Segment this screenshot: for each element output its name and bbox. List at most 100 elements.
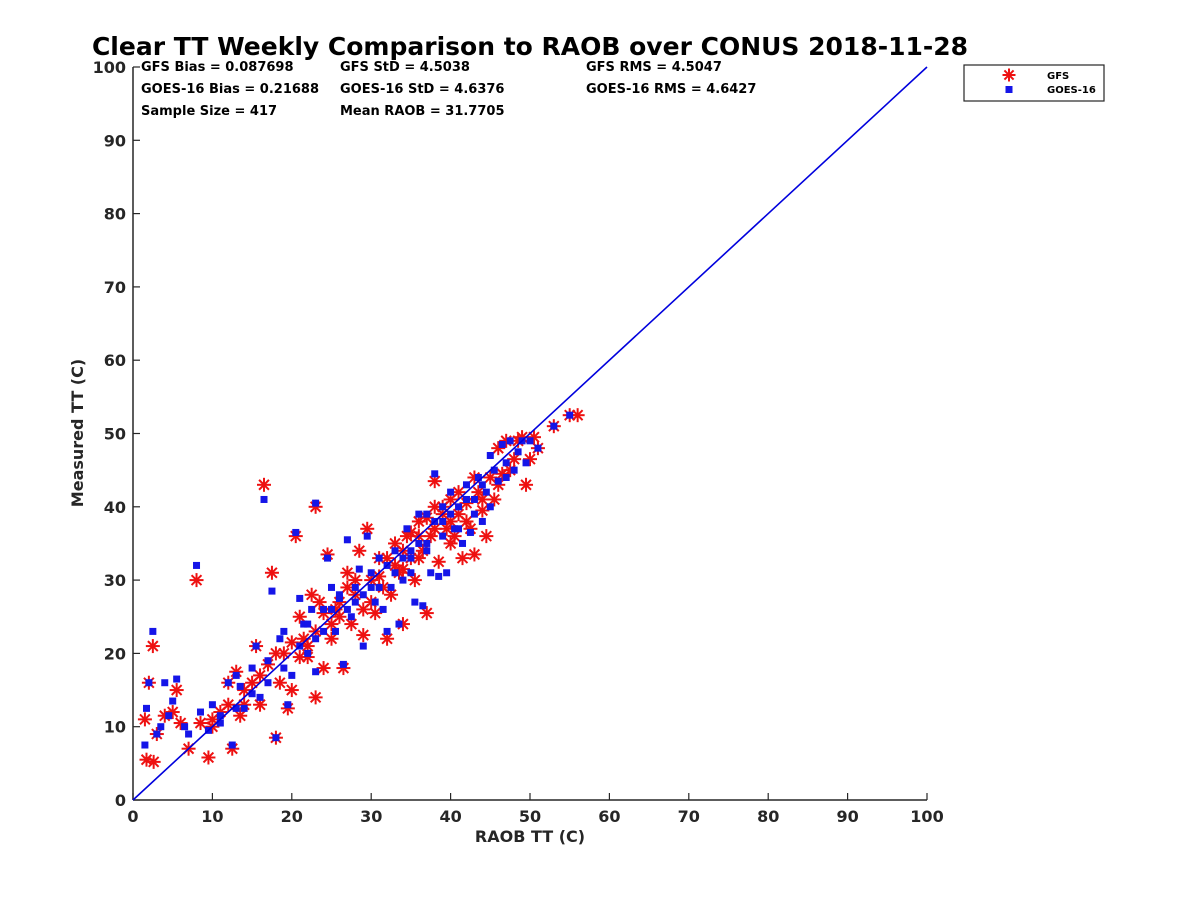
goes-16-point — [351, 583, 359, 591]
goes-16-point — [312, 499, 320, 507]
goes-16-point — [343, 605, 351, 613]
y-tick-label: 10 — [104, 718, 126, 737]
goes-16-point — [387, 583, 395, 591]
gfs-point — [201, 750, 216, 765]
chart-title: Clear TT Weekly Comparison to RAOB over … — [92, 32, 968, 61]
goes-16-point — [379, 605, 387, 613]
goes-16-point — [470, 510, 478, 518]
goes-16-point — [423, 547, 431, 555]
goes-16-point — [208, 701, 216, 709]
y-tick-label: 90 — [104, 131, 126, 150]
goes-16-point — [490, 466, 498, 474]
gfs-point — [407, 573, 422, 588]
goes-16-point — [383, 627, 391, 635]
goes-16-point — [142, 704, 150, 712]
goes-16-point — [280, 664, 288, 672]
gfs-point — [253, 697, 268, 712]
goes-16-point — [359, 642, 367, 650]
x-tick-label: 20 — [281, 807, 303, 826]
gfs-point — [233, 708, 248, 723]
sample-size-text: Sample Size = 417 — [141, 104, 277, 119]
gfs-point — [137, 712, 152, 727]
goes-16-point — [260, 495, 268, 503]
goes-16-point — [264, 679, 272, 687]
goes-16-point — [478, 517, 486, 525]
goes-16-point — [478, 481, 486, 489]
x-axis-ticks: 0 10 20 30 40 50 60 70 80 90 100 — [127, 793, 944, 826]
legend-gfs-asterisk — [1002, 68, 1016, 82]
goes-16-point — [447, 488, 455, 496]
gfs-point — [479, 529, 494, 544]
goes-16-point — [165, 712, 173, 720]
goes-16-point — [455, 525, 463, 533]
y-tick-label: 100 — [93, 58, 126, 77]
goes-std-text: GOES-16 StD = 4.6376 — [340, 82, 504, 97]
goes-16-point — [149, 627, 157, 635]
x-tick-label: 60 — [598, 807, 620, 826]
goes-16-point — [526, 437, 534, 445]
y-tick-label: 70 — [104, 278, 126, 297]
goes-16-point — [439, 503, 447, 511]
goes-16-point — [514, 448, 522, 456]
goes-16-point — [502, 473, 510, 481]
goes-16-point — [415, 539, 423, 547]
goes-16-point — [331, 627, 339, 635]
goes-16-point — [248, 690, 256, 698]
goes-16-point — [522, 459, 530, 467]
gfs-point — [443, 536, 458, 551]
goes-16-point — [419, 602, 427, 610]
mean-raob-text: Mean RAOB = 31.7705 — [340, 104, 505, 119]
y-axis-label: Measured TT (C) — [68, 359, 87, 507]
gfs-point — [324, 631, 339, 646]
legend-box — [963, 64, 1105, 102]
goes-16-point — [324, 554, 332, 562]
gfs-point — [146, 754, 161, 769]
goes-16-point — [407, 554, 415, 562]
y-tick-label: 60 — [104, 351, 126, 370]
goes-16-point — [486, 451, 494, 459]
goes-16-point — [462, 495, 470, 503]
gfs-point — [169, 683, 184, 698]
goes-16-point — [443, 569, 451, 577]
goes-16-point — [335, 591, 343, 599]
x-tick-label: 30 — [360, 807, 382, 826]
legend-goes-marker — [1005, 86, 1013, 93]
goes-16-point — [359, 591, 367, 599]
goes-16-point — [407, 569, 415, 577]
goes-16-point — [423, 539, 431, 547]
goes-16-point — [216, 712, 224, 720]
goes-16-point — [339, 660, 347, 668]
goes-16-point — [427, 569, 435, 577]
gfs-bias-text: GFS Bias = 0.087698 — [141, 60, 294, 75]
goes-16-point — [375, 554, 383, 562]
gfs-point — [507, 452, 522, 467]
legend-gfs-marker — [1002, 68, 1016, 82]
goes-16-point — [169, 697, 177, 705]
gfs-point — [145, 639, 160, 654]
y-tick-label: 30 — [104, 571, 126, 590]
goes-16-point — [304, 620, 312, 628]
goes-16-point — [494, 477, 502, 485]
gfs-point — [356, 628, 371, 643]
gfs-point — [257, 477, 272, 492]
x-tick-label: 80 — [757, 807, 779, 826]
y-axis-ticks: 0 10 20 30 40 50 60 70 80 90 100 — [93, 58, 140, 810]
x-tick-label: 90 — [836, 807, 858, 826]
goes-16-point — [510, 466, 518, 474]
goes-16-point — [363, 532, 371, 540]
gfs-point — [264, 565, 279, 580]
goes-16-point — [550, 422, 558, 430]
goes-16-point — [439, 532, 447, 540]
goes-16-point — [462, 481, 470, 489]
gfs-point — [284, 683, 299, 698]
goes-16-point — [470, 495, 478, 503]
y-tick-label: 0 — [115, 791, 126, 810]
goes-16-point — [312, 668, 320, 676]
gfs-point — [491, 441, 506, 456]
goes-16-point — [395, 620, 403, 628]
goes-16-point — [466, 528, 474, 536]
goes-rms-text: GOES-16 RMS = 4.6427 — [586, 82, 756, 97]
legend-gfs-label: GFS — [1047, 71, 1069, 82]
goes-16-point — [482, 488, 490, 496]
